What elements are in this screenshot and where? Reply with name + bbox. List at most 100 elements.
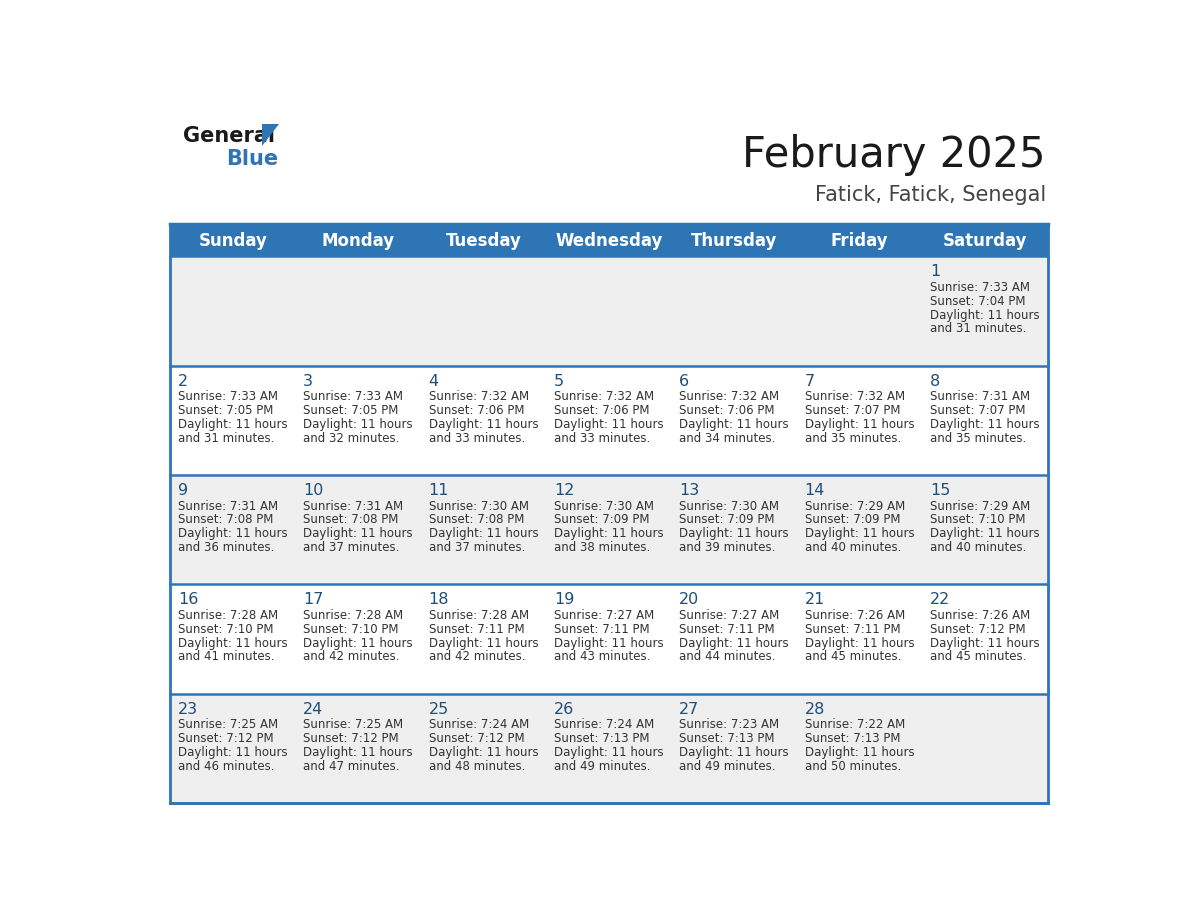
Text: Daylight: 11 hours: Daylight: 11 hours xyxy=(429,418,538,431)
Text: and 35 minutes.: and 35 minutes. xyxy=(930,431,1026,444)
Text: Daylight: 11 hours: Daylight: 11 hours xyxy=(178,636,287,650)
Text: Sunset: 7:13 PM: Sunset: 7:13 PM xyxy=(804,733,901,745)
Bar xyxy=(170,256,1048,365)
Text: Daylight: 11 hours: Daylight: 11 hours xyxy=(554,636,664,650)
Text: Sunset: 7:11 PM: Sunset: 7:11 PM xyxy=(804,622,901,636)
Text: and 45 minutes.: and 45 minutes. xyxy=(804,650,901,663)
Text: Sunrise: 7:27 AM: Sunrise: 7:27 AM xyxy=(554,610,655,622)
Text: 22: 22 xyxy=(930,592,950,607)
Text: Sunset: 7:06 PM: Sunset: 7:06 PM xyxy=(429,404,524,417)
Text: and 40 minutes.: and 40 minutes. xyxy=(804,541,901,554)
Text: and 37 minutes.: and 37 minutes. xyxy=(303,541,399,554)
Text: Sunrise: 7:26 AM: Sunrise: 7:26 AM xyxy=(804,610,905,622)
Text: 19: 19 xyxy=(554,592,574,607)
Bar xyxy=(170,585,1048,694)
Text: 3: 3 xyxy=(303,374,314,388)
Text: 16: 16 xyxy=(178,592,198,607)
Text: Sunrise: 7:31 AM: Sunrise: 7:31 AM xyxy=(178,499,278,513)
Text: Sunrise: 7:24 AM: Sunrise: 7:24 AM xyxy=(554,719,655,732)
Text: Sunrise: 7:29 AM: Sunrise: 7:29 AM xyxy=(930,499,1030,513)
Text: Sunrise: 7:24 AM: Sunrise: 7:24 AM xyxy=(429,719,529,732)
Text: Sunrise: 7:28 AM: Sunrise: 7:28 AM xyxy=(178,610,278,622)
Text: Sunset: 7:06 PM: Sunset: 7:06 PM xyxy=(680,404,775,417)
Bar xyxy=(170,476,1048,585)
Text: and 36 minutes.: and 36 minutes. xyxy=(178,541,274,554)
Text: and 48 minutes.: and 48 minutes. xyxy=(429,759,525,773)
Text: and 46 minutes.: and 46 minutes. xyxy=(178,759,274,773)
Text: 7: 7 xyxy=(804,374,815,388)
Text: Sunset: 7:11 PM: Sunset: 7:11 PM xyxy=(554,622,650,636)
Text: 27: 27 xyxy=(680,701,700,717)
Text: and 40 minutes.: and 40 minutes. xyxy=(930,541,1026,554)
Text: Daylight: 11 hours: Daylight: 11 hours xyxy=(554,527,664,540)
Text: 13: 13 xyxy=(680,483,700,498)
Text: Sunrise: 7:30 AM: Sunrise: 7:30 AM xyxy=(554,499,653,513)
Text: Sunset: 7:10 PM: Sunset: 7:10 PM xyxy=(930,513,1025,527)
Text: Daylight: 11 hours: Daylight: 11 hours xyxy=(804,745,915,759)
Text: Daylight: 11 hours: Daylight: 11 hours xyxy=(429,636,538,650)
Text: Daylight: 11 hours: Daylight: 11 hours xyxy=(930,527,1040,540)
Text: 8: 8 xyxy=(930,374,940,388)
Text: Friday: Friday xyxy=(830,232,889,250)
Text: Fatick, Fatick, Senegal: Fatick, Fatick, Senegal xyxy=(815,185,1045,205)
Text: Sunset: 7:09 PM: Sunset: 7:09 PM xyxy=(680,513,775,527)
Text: Sunrise: 7:31 AM: Sunrise: 7:31 AM xyxy=(303,499,404,513)
Bar xyxy=(170,365,1048,476)
Text: Daylight: 11 hours: Daylight: 11 hours xyxy=(680,636,789,650)
Text: Sunrise: 7:28 AM: Sunrise: 7:28 AM xyxy=(303,610,404,622)
Text: Daylight: 11 hours: Daylight: 11 hours xyxy=(804,636,915,650)
Text: Sunrise: 7:33 AM: Sunrise: 7:33 AM xyxy=(178,390,278,403)
Text: Wednesday: Wednesday xyxy=(555,232,663,250)
Text: Daylight: 11 hours: Daylight: 11 hours xyxy=(554,745,664,759)
Text: Daylight: 11 hours: Daylight: 11 hours xyxy=(429,745,538,759)
Text: Saturday: Saturday xyxy=(942,232,1028,250)
Text: Sunrise: 7:27 AM: Sunrise: 7:27 AM xyxy=(680,610,779,622)
Text: 9: 9 xyxy=(178,483,188,498)
Text: Sunrise: 7:32 AM: Sunrise: 7:32 AM xyxy=(804,390,905,403)
Text: 20: 20 xyxy=(680,592,700,607)
Text: Sunrise: 7:25 AM: Sunrise: 7:25 AM xyxy=(178,719,278,732)
Text: Daylight: 11 hours: Daylight: 11 hours xyxy=(930,636,1040,650)
Text: and 31 minutes.: and 31 minutes. xyxy=(178,431,274,444)
Text: Sunset: 7:04 PM: Sunset: 7:04 PM xyxy=(930,295,1025,308)
Text: Sunrise: 7:32 AM: Sunrise: 7:32 AM xyxy=(680,390,779,403)
Text: Sunset: 7:10 PM: Sunset: 7:10 PM xyxy=(303,622,399,636)
Text: and 47 minutes.: and 47 minutes. xyxy=(303,759,400,773)
Text: 18: 18 xyxy=(429,592,449,607)
Text: Sunset: 7:12 PM: Sunset: 7:12 PM xyxy=(303,733,399,745)
Text: Sunset: 7:07 PM: Sunset: 7:07 PM xyxy=(804,404,901,417)
Text: Thursday: Thursday xyxy=(691,232,777,250)
Text: Daylight: 11 hours: Daylight: 11 hours xyxy=(554,418,664,431)
Text: Sunset: 7:05 PM: Sunset: 7:05 PM xyxy=(178,404,273,417)
Text: 12: 12 xyxy=(554,483,574,498)
Text: Blue: Blue xyxy=(226,149,278,169)
Text: Monday: Monday xyxy=(322,232,394,250)
Text: Sunrise: 7:23 AM: Sunrise: 7:23 AM xyxy=(680,719,779,732)
Text: Sunset: 7:12 PM: Sunset: 7:12 PM xyxy=(178,733,273,745)
Polygon shape xyxy=(263,124,279,146)
Text: Sunset: 7:12 PM: Sunset: 7:12 PM xyxy=(930,622,1025,636)
Text: Sunday: Sunday xyxy=(198,232,267,250)
Bar xyxy=(170,694,1048,803)
Text: and 49 minutes.: and 49 minutes. xyxy=(680,759,776,773)
Text: 25: 25 xyxy=(429,701,449,717)
Text: 2: 2 xyxy=(178,374,188,388)
Text: Sunrise: 7:25 AM: Sunrise: 7:25 AM xyxy=(303,719,404,732)
Text: Daylight: 11 hours: Daylight: 11 hours xyxy=(804,418,915,431)
Text: and 44 minutes.: and 44 minutes. xyxy=(680,650,776,663)
Text: 26: 26 xyxy=(554,701,574,717)
Text: and 49 minutes.: and 49 minutes. xyxy=(554,759,651,773)
Text: Sunset: 7:12 PM: Sunset: 7:12 PM xyxy=(429,733,524,745)
Text: Daylight: 11 hours: Daylight: 11 hours xyxy=(178,527,287,540)
Text: Daylight: 11 hours: Daylight: 11 hours xyxy=(303,745,413,759)
Text: and 31 minutes.: and 31 minutes. xyxy=(930,322,1026,335)
Text: Sunrise: 7:32 AM: Sunrise: 7:32 AM xyxy=(429,390,529,403)
Text: Daylight: 11 hours: Daylight: 11 hours xyxy=(303,636,413,650)
Text: and 45 minutes.: and 45 minutes. xyxy=(930,650,1026,663)
Text: and 39 minutes.: and 39 minutes. xyxy=(680,541,776,554)
Text: Sunrise: 7:28 AM: Sunrise: 7:28 AM xyxy=(429,610,529,622)
Text: and 37 minutes.: and 37 minutes. xyxy=(429,541,525,554)
Text: 23: 23 xyxy=(178,701,198,717)
Text: Sunset: 7:08 PM: Sunset: 7:08 PM xyxy=(303,513,399,527)
Text: Sunset: 7:11 PM: Sunset: 7:11 PM xyxy=(429,622,524,636)
